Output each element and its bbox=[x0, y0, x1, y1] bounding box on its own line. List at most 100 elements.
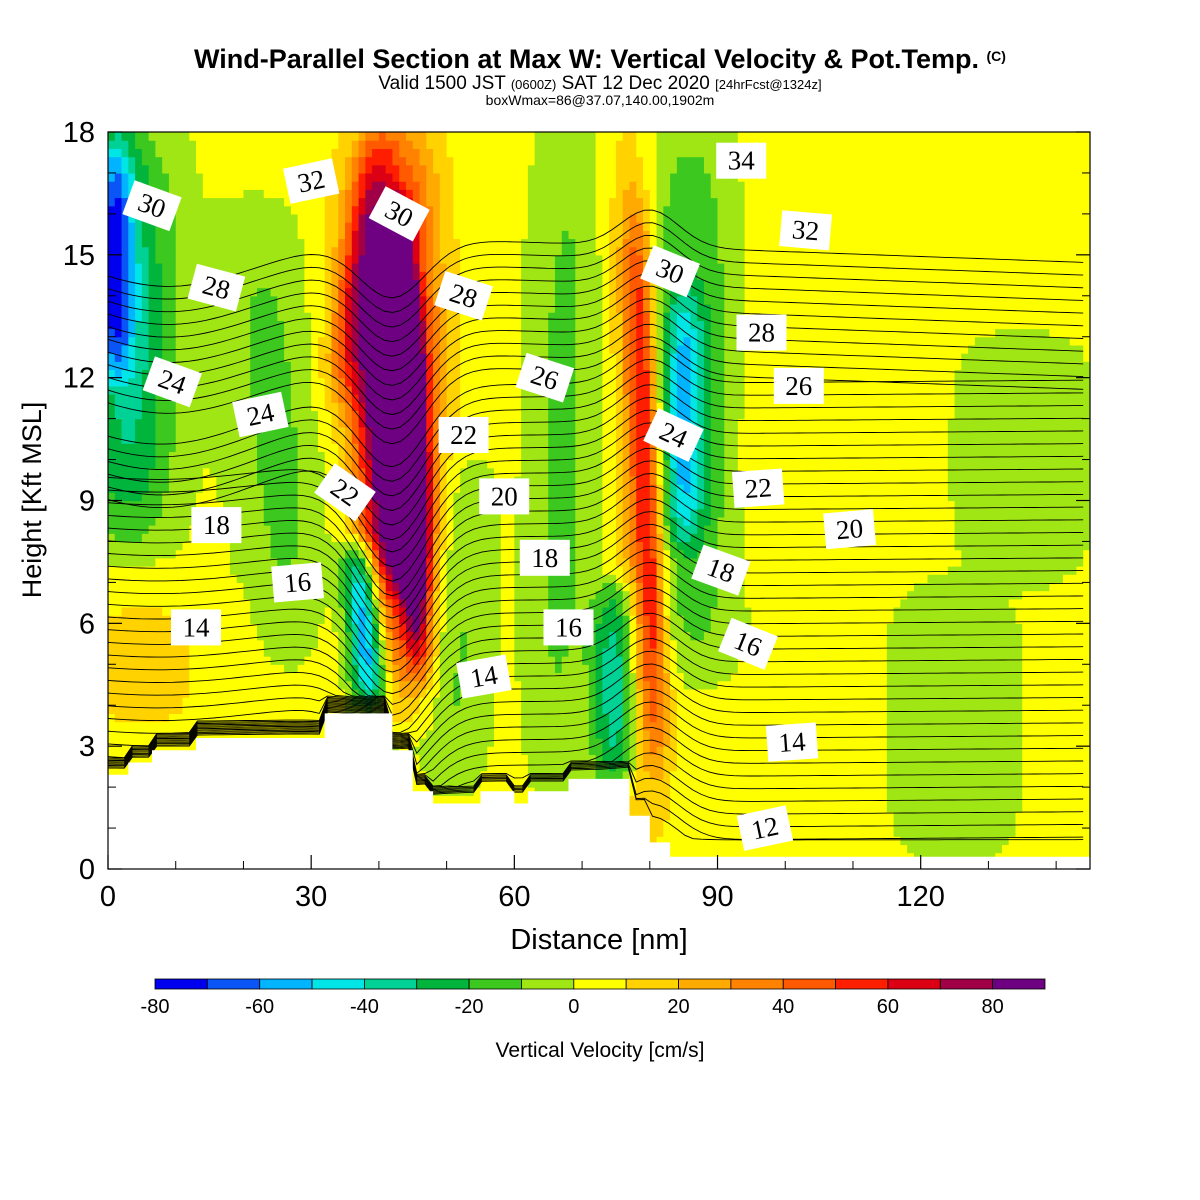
contour-label: 20 bbox=[479, 478, 530, 515]
contour-label: 28 bbox=[736, 314, 787, 351]
colorbar-tick-label: -80 bbox=[141, 996, 170, 1018]
isentrope-line bbox=[108, 709, 1084, 828]
contour-label: 18 bbox=[519, 539, 570, 576]
isentrope-lines bbox=[108, 209, 1084, 841]
isentrope-line bbox=[108, 523, 1084, 651]
isentrope-line bbox=[108, 625, 1084, 733]
copyright-mark: (C) bbox=[986, 48, 1006, 64]
isentrope-line bbox=[108, 234, 1084, 328]
colorbar-tick-label: -40 bbox=[350, 996, 379, 1018]
contour-label: 30 bbox=[640, 245, 701, 298]
x-tick-label: 30 bbox=[295, 881, 327, 913]
contour-label-text: 24 bbox=[244, 397, 277, 432]
contour-label-text: 14 bbox=[468, 659, 500, 693]
isentrope-line bbox=[108, 435, 1084, 568]
colorbar-label: Vertical Velocity [cm/s] bbox=[496, 1039, 705, 1062]
contour-label-text: 14 bbox=[777, 726, 807, 758]
isentrope-line bbox=[108, 273, 1084, 372]
colorbar-swatch bbox=[468, 978, 522, 990]
y-tick-label: 3 bbox=[79, 731, 95, 763]
isentrope-line bbox=[108, 587, 1084, 705]
colorbar-tick-label: 60 bbox=[877, 996, 899, 1018]
colorbar-tick-label: 0 bbox=[568, 996, 579, 1018]
y-tick-label: 6 bbox=[79, 608, 95, 640]
contour-label: 18 bbox=[691, 544, 751, 596]
colorbar-swatch bbox=[625, 978, 679, 990]
contour-label: 14 bbox=[171, 609, 221, 646]
isentrope-line bbox=[108, 663, 1084, 755]
contour-label-text: 12 bbox=[749, 811, 782, 846]
isentrope-line bbox=[108, 371, 1084, 497]
isentrope-line bbox=[108, 701, 1084, 782]
isentrope-line bbox=[108, 473, 1084, 608]
contour-label: 12 bbox=[736, 805, 794, 851]
isentrope-line bbox=[108, 561, 1084, 684]
colorbar-tick-label: 40 bbox=[772, 996, 794, 1018]
contour-label: 30 bbox=[368, 186, 430, 242]
colorbar-tick-label: -60 bbox=[245, 996, 274, 1018]
contour-label-text: 20 bbox=[835, 513, 865, 545]
contour-label-text: 16 bbox=[555, 612, 582, 642]
contour-label: 22 bbox=[438, 417, 489, 453]
contour-label: 22 bbox=[732, 468, 785, 508]
contour-label: 28 bbox=[187, 263, 246, 312]
isentrope-line bbox=[108, 422, 1084, 553]
contour-label-text: 28 bbox=[748, 318, 775, 348]
colorbar-tick-label: 20 bbox=[667, 996, 689, 1018]
contour-label: 24 bbox=[142, 356, 202, 408]
contour-label-text: 16 bbox=[283, 566, 313, 598]
colorbar-swatch bbox=[154, 978, 208, 990]
isentrope-line bbox=[108, 285, 1084, 386]
colorbar-swatch bbox=[939, 978, 994, 990]
colorbar-swatch bbox=[730, 978, 784, 990]
isentrope-line bbox=[108, 298, 1084, 401]
isentrope-line bbox=[108, 485, 1084, 619]
contour-label: 16 bbox=[718, 617, 778, 670]
contour-label-text: 20 bbox=[491, 481, 518, 511]
box-wmax-info: boxWmax=86@37.07,140.00,1902m bbox=[485, 92, 715, 108]
isentrope-line bbox=[108, 311, 1084, 416]
contour-label: 24 bbox=[643, 408, 704, 462]
contour-label: 16 bbox=[543, 609, 594, 646]
isentrope-line bbox=[108, 323, 1084, 430]
isentrope-line bbox=[108, 650, 1084, 743]
contour-label-text: 34 bbox=[728, 146, 756, 176]
colorbar-swatch bbox=[992, 978, 1046, 990]
isentrope-line bbox=[108, 700, 1084, 775]
isentrope-line bbox=[108, 574, 1084, 695]
y-tick-label: 18 bbox=[63, 117, 95, 149]
x-axis-label: Distance [nm] bbox=[510, 924, 687, 956]
axes: 0 30 60 90 120 0 3 6 9 12 15 18 bbox=[63, 117, 1090, 913]
y-tick-label: 0 bbox=[79, 854, 95, 886]
isentrope-line bbox=[108, 710, 1084, 840]
contour-label-text: 22 bbox=[450, 420, 477, 450]
terrain-mask bbox=[108, 713, 1090, 869]
isentrope-line bbox=[108, 703, 1084, 787]
contour-label-text: 26 bbox=[785, 371, 812, 401]
contour-label: 14 bbox=[765, 722, 819, 762]
contour-label-text: 32 bbox=[295, 164, 328, 199]
colorbar: -80 -60 -40 -20 0 20 40 60 80 bbox=[141, 978, 1046, 1018]
colorbar-swatch bbox=[835, 978, 889, 990]
contour-label: 26 bbox=[773, 367, 824, 404]
contour-label-text: 18 bbox=[531, 543, 558, 573]
valid-time: Valid 1500 JST bbox=[378, 73, 506, 94]
x-tick-label: 90 bbox=[701, 881, 733, 913]
contour-label-text: 22 bbox=[744, 472, 773, 504]
isentrope-line bbox=[108, 536, 1084, 662]
isentrope-line bbox=[108, 460, 1084, 597]
contour-label-text: 14 bbox=[183, 612, 211, 642]
isentrope-line bbox=[108, 600, 1084, 716]
contour-label: 32 bbox=[283, 158, 340, 204]
y-tick-label: 9 bbox=[79, 486, 95, 518]
colorbar-swatch bbox=[782, 978, 836, 990]
forecast-tag: [24hrFcst@1324z] bbox=[715, 77, 822, 92]
isentrope-line bbox=[108, 676, 1084, 766]
colorbar-swatch bbox=[364, 978, 418, 990]
colorbar-swatch bbox=[521, 978, 575, 990]
isentrope-line bbox=[108, 384, 1084, 511]
valid-zulu: (0600Z) bbox=[510, 77, 557, 92]
contour-label: 16 bbox=[271, 562, 325, 603]
